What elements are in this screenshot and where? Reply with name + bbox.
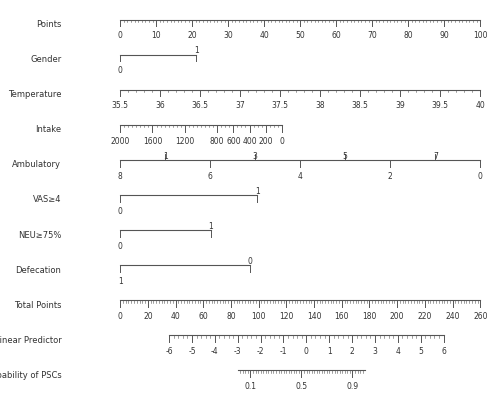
Text: 2: 2 bbox=[350, 347, 354, 356]
Text: -5: -5 bbox=[188, 347, 196, 356]
Text: 1600: 1600 bbox=[143, 136, 162, 146]
Text: 60: 60 bbox=[198, 312, 208, 321]
Text: 70: 70 bbox=[368, 31, 377, 40]
Text: -4: -4 bbox=[211, 347, 218, 356]
Text: 50: 50 bbox=[296, 31, 305, 40]
Text: 100: 100 bbox=[252, 312, 266, 321]
Text: 39: 39 bbox=[396, 102, 405, 110]
Text: 1: 1 bbox=[118, 277, 122, 286]
Text: 60: 60 bbox=[332, 31, 341, 40]
Text: 0: 0 bbox=[118, 66, 122, 76]
Text: 0: 0 bbox=[118, 31, 122, 40]
Text: Intake: Intake bbox=[35, 125, 62, 134]
Text: 40: 40 bbox=[260, 31, 269, 40]
Text: -2: -2 bbox=[257, 347, 264, 356]
Text: 37.5: 37.5 bbox=[272, 102, 288, 110]
Text: 3: 3 bbox=[253, 152, 258, 160]
Text: 20: 20 bbox=[188, 31, 197, 40]
Text: 8: 8 bbox=[118, 172, 122, 181]
Text: 140: 140 bbox=[307, 312, 322, 321]
Text: 0: 0 bbox=[118, 242, 122, 251]
Text: 5: 5 bbox=[343, 152, 347, 160]
Text: 6: 6 bbox=[441, 347, 446, 356]
Text: Linear Predictor: Linear Predictor bbox=[0, 336, 62, 345]
Text: -3: -3 bbox=[234, 347, 241, 356]
Text: 1: 1 bbox=[163, 152, 168, 160]
Text: 0: 0 bbox=[478, 172, 482, 181]
Text: Ambulatory: Ambulatory bbox=[12, 160, 62, 170]
Text: 800: 800 bbox=[210, 136, 224, 146]
Text: 80: 80 bbox=[226, 312, 236, 321]
Text: 6: 6 bbox=[208, 172, 212, 181]
Text: 37: 37 bbox=[236, 102, 245, 110]
Text: 10: 10 bbox=[152, 31, 161, 40]
Text: 160: 160 bbox=[334, 312, 349, 321]
Text: 100: 100 bbox=[473, 31, 488, 40]
Text: 30: 30 bbox=[224, 31, 233, 40]
Text: 0.5: 0.5 bbox=[296, 382, 308, 391]
Text: 40: 40 bbox=[476, 102, 485, 110]
Text: 200: 200 bbox=[390, 312, 404, 321]
Text: 180: 180 bbox=[362, 312, 376, 321]
Text: 200: 200 bbox=[258, 136, 273, 146]
Text: 39.5: 39.5 bbox=[432, 102, 449, 110]
Text: Total Points: Total Points bbox=[14, 301, 62, 310]
Text: 2: 2 bbox=[388, 172, 392, 181]
Text: 4: 4 bbox=[298, 172, 302, 181]
Text: 260: 260 bbox=[473, 312, 488, 321]
Text: 38.5: 38.5 bbox=[352, 102, 368, 110]
Text: 38: 38 bbox=[316, 102, 325, 110]
Text: 36.5: 36.5 bbox=[192, 102, 208, 110]
Text: 0: 0 bbox=[118, 312, 122, 321]
Text: 5: 5 bbox=[418, 347, 423, 356]
Text: 3: 3 bbox=[372, 347, 378, 356]
Text: Gender: Gender bbox=[30, 55, 62, 64]
Text: 0: 0 bbox=[280, 136, 284, 146]
Text: 2000: 2000 bbox=[110, 136, 130, 146]
Text: 40: 40 bbox=[170, 312, 180, 321]
Text: 0: 0 bbox=[304, 347, 309, 356]
Text: NEU≥75%: NEU≥75% bbox=[18, 230, 62, 240]
Text: Points: Points bbox=[36, 20, 62, 29]
Text: 0.1: 0.1 bbox=[244, 382, 256, 391]
Text: Temperature: Temperature bbox=[8, 90, 62, 99]
Text: 20: 20 bbox=[143, 312, 152, 321]
Text: Probability of PSCs: Probability of PSCs bbox=[0, 371, 62, 380]
Text: 220: 220 bbox=[418, 312, 432, 321]
Text: 400: 400 bbox=[242, 136, 257, 146]
Text: -6: -6 bbox=[166, 347, 173, 356]
Text: 1: 1 bbox=[208, 222, 213, 231]
Text: 36: 36 bbox=[156, 102, 165, 110]
Text: 1: 1 bbox=[194, 46, 198, 55]
Text: 35.5: 35.5 bbox=[112, 102, 128, 110]
Text: 80: 80 bbox=[404, 31, 413, 40]
Text: 7: 7 bbox=[433, 152, 438, 160]
Text: 0: 0 bbox=[248, 257, 252, 266]
Text: -1: -1 bbox=[280, 347, 287, 356]
Text: 120: 120 bbox=[279, 312, 293, 321]
Text: VAS≥4: VAS≥4 bbox=[33, 196, 62, 204]
Text: 0: 0 bbox=[118, 207, 122, 216]
Text: 600: 600 bbox=[226, 136, 240, 146]
Text: 1200: 1200 bbox=[175, 136, 195, 146]
Text: 240: 240 bbox=[446, 312, 460, 321]
Text: 1: 1 bbox=[255, 187, 260, 196]
Text: 1: 1 bbox=[327, 347, 332, 356]
Text: 4: 4 bbox=[396, 347, 400, 356]
Text: 90: 90 bbox=[440, 31, 449, 40]
Text: Defecation: Defecation bbox=[16, 266, 62, 275]
Text: 0.9: 0.9 bbox=[346, 382, 358, 391]
